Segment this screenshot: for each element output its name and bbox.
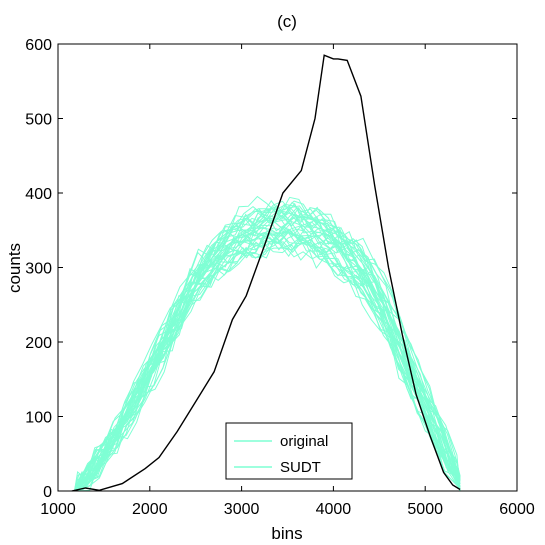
y-axis-label: counts [5,243,24,293]
y-tick-label: 0 [43,484,52,501]
x-tick-label: 3000 [224,501,260,518]
y-tick-label: 500 [25,112,52,129]
x-tick-label: 5000 [407,501,443,518]
sudt-series-line [74,241,461,492]
y-tick-label: 100 [25,410,52,427]
original-series-line [71,54,461,492]
legend-box [225,422,353,480]
sudt-series-line [74,201,461,492]
y-tick-label: 300 [25,261,52,278]
y-tick-label: 200 [25,335,52,352]
x-tick-label: 2000 [132,501,168,518]
x-tick-label: 4000 [316,501,352,518]
sudt-series-line [74,227,461,492]
sudt-series-line [74,221,461,492]
legend-label: original [280,433,328,450]
x-axis-label: bins [271,524,302,543]
plot-area [71,54,461,492]
y-tick-label: 600 [25,37,52,54]
x-tick-label: 1000 [40,501,76,518]
legend-label: SUDT [280,459,321,476]
sudt-series-line [74,214,461,492]
sudt-series-line [74,211,461,492]
chart-title: (c) [277,12,297,31]
sudt-series-line [74,229,461,492]
y-tick-label: 400 [25,186,52,203]
axis-ticks: 1000 2000 3000 4000 5000 6000 0 100 200 300 400 500… [25,37,535,518]
x-tick-label: 6000 [499,501,535,518]
sudt-series-line [74,210,461,492]
legend: original SUDT [225,422,353,480]
